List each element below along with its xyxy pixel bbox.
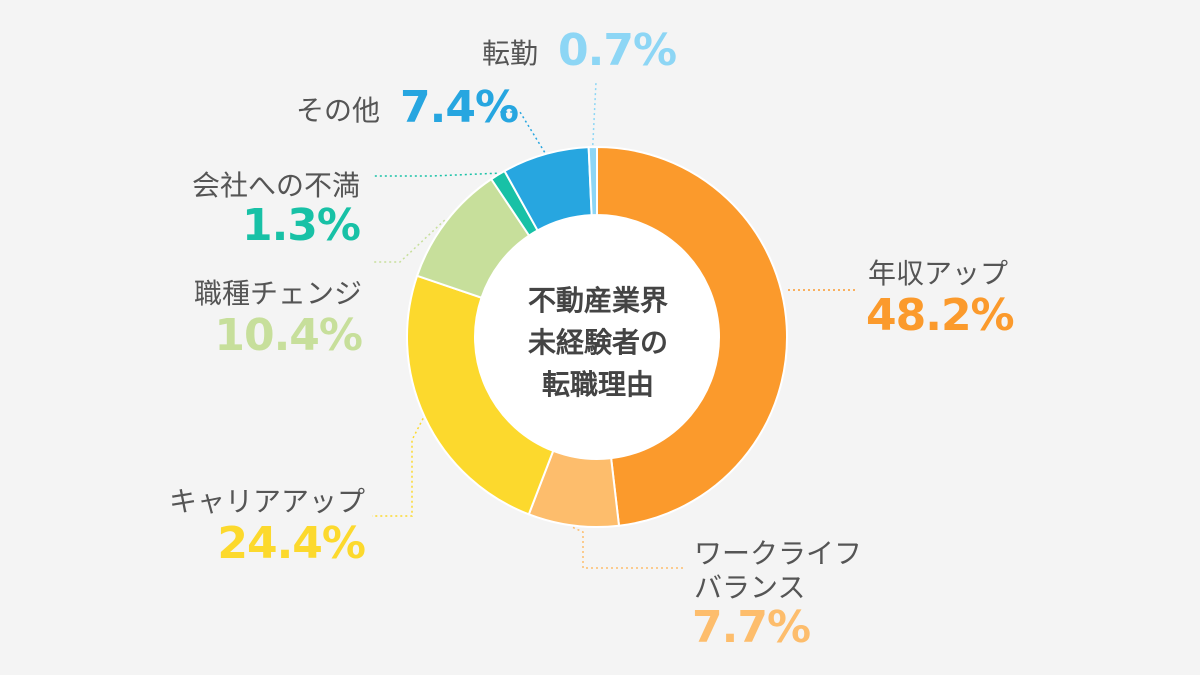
label-dissatisfaction-value: 1.3%: [241, 200, 361, 251]
center-title-line-1: 不動産業界: [527, 284, 668, 317]
label-career-up-value: 24.4%: [217, 518, 366, 569]
center-title-line-3: 転職理由: [541, 368, 654, 401]
leader-line-5: [500, 111, 546, 153]
label-job-change-value: 10.4%: [214, 310, 363, 361]
label-career-up-name: キャリアアップ: [168, 485, 365, 518]
label-transfer-value: 0.7%: [558, 25, 677, 76]
center-title: 不動産業界 未経験者の 転職理由: [498, 280, 698, 406]
donut-slice-0: [596, 145, 788, 527]
label-other-name: その他: [296, 94, 381, 127]
label-work-life-name-line-2: バランス: [694, 571, 806, 604]
label-income-up-name: 年収アップ: [868, 257, 1009, 290]
donut-slice-6: [587, 145, 598, 217]
label-income-up-value: 48.2%: [866, 290, 1015, 341]
label-other-value: 7.4%: [400, 82, 519, 133]
center-title-line-2: 未経験者の: [527, 326, 668, 359]
leader-line-2: [372, 418, 424, 517]
label-dissatisfaction-name: 会社への不満: [191, 169, 360, 202]
label-job-change-name: 職種チェンジ: [193, 277, 362, 310]
donut-center-disc: [475, 215, 719, 459]
leader-line-6: [592, 81, 597, 146]
leader-line-3: [372, 219, 446, 263]
label-work-life-value: 7.7%: [692, 602, 811, 653]
label-transfer-name: 転勤: [482, 37, 539, 70]
donut-slice-2: [406, 274, 555, 516]
leader-line-1: [572, 526, 684, 569]
label-work-life-name-line-1: ワークライフ: [694, 537, 863, 570]
leader-line-4: [372, 172, 497, 177]
